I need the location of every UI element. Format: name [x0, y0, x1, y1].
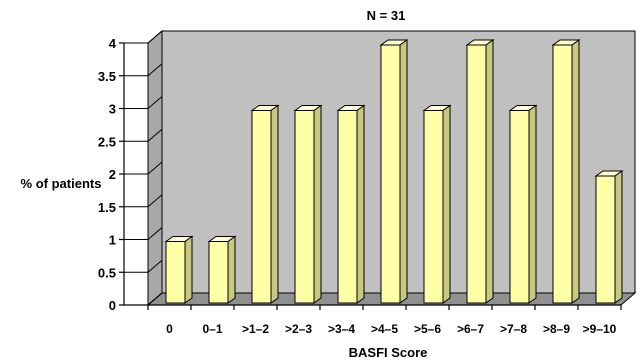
bar-side [313, 104, 322, 304]
bar [508, 104, 538, 304]
y-tick-label: 3 [109, 102, 116, 117]
y-tick-label: 0.5 [98, 265, 116, 280]
bar-side [614, 170, 623, 304]
y-tick-diagonal [147, 194, 163, 208]
bar-front [466, 44, 487, 304]
chart-title: N = 31 [367, 8, 406, 23]
y-tick-label: 1 [109, 233, 116, 248]
bar-front [380, 44, 401, 304]
x-tick-label: >5–6 [414, 322, 441, 336]
y-tick-diagonal [147, 161, 163, 175]
y-tick-diagonal [147, 259, 163, 273]
bar-front [294, 110, 315, 304]
bar-front [251, 110, 272, 304]
bar-side [528, 104, 537, 304]
bar-front [165, 241, 186, 304]
bar [250, 104, 280, 304]
bar [594, 170, 624, 304]
y-tick-diagonal [147, 227, 163, 240]
bar [293, 104, 323, 304]
bar [465, 39, 495, 304]
bar-front [208, 241, 229, 304]
y-tick-diagonal [147, 96, 163, 109]
bar-side [356, 104, 365, 304]
y-axis-title: % of patients [21, 176, 102, 191]
y-tick-diagonal [147, 128, 163, 142]
bar-front [595, 175, 616, 304]
x-tick-label: >9–10 [583, 322, 617, 336]
bar [164, 235, 194, 304]
x-tick-label: >7–8 [500, 322, 527, 336]
x-axis-title: BASFI Score [349, 345, 428, 360]
bar-side [184, 235, 193, 304]
bar [551, 39, 581, 304]
x-tick-label: >8–9 [543, 322, 570, 336]
x-tick-label: 0 [166, 322, 173, 336]
x-tick-label: >3–4 [328, 322, 355, 336]
bars [164, 39, 624, 304]
bar-front [509, 110, 530, 304]
y-tick-label: 1.5 [98, 200, 116, 215]
y-tick-diagonal [147, 292, 163, 306]
bar [336, 104, 366, 304]
y-axis: 0 0.5 1 1.5 2 2.5 3 3.5 4 [98, 30, 163, 313]
bar-front [552, 44, 573, 304]
bar [379, 39, 409, 304]
y-tick-label: 4 [109, 36, 117, 51]
bar-side [442, 104, 451, 304]
x-tick-label: >4–5 [371, 322, 398, 336]
bar [422, 104, 452, 304]
y-tick-label: 0 [109, 298, 116, 313]
bar-side [270, 104, 279, 304]
y-tick-label: 2 [109, 167, 116, 182]
y-tick-diagonal [147, 30, 163, 44]
y-tick-label: 3.5 [98, 69, 116, 84]
y-tick-label: 2.5 [98, 134, 116, 149]
y-tick-diagonal [147, 63, 163, 77]
bar-side [227, 235, 236, 304]
bar [207, 235, 237, 304]
x-tick-label: 0–1 [202, 322, 222, 336]
bar-front [337, 110, 358, 304]
bar-side [399, 39, 408, 304]
x-tick-label: >1–2 [242, 322, 269, 336]
bar-front [423, 110, 444, 304]
bar-side [571, 39, 580, 304]
bar-side [485, 39, 494, 304]
x-tick-label: >6–7 [457, 322, 484, 336]
x-axis: 0 0–1 >1–2 >2–3 >3–4 >4–5 >5–6 >6–7 >7–8 >8–9 >9–1… [124, 304, 622, 336]
x-tick-label: >2–3 [285, 322, 312, 336]
